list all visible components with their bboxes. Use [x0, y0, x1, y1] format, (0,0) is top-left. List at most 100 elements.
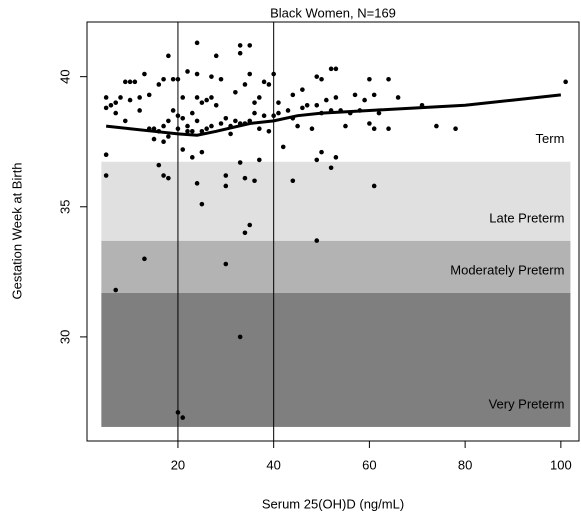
point — [237, 334, 243, 340]
point — [328, 165, 334, 171]
point — [190, 129, 195, 134]
band-label: Late Preterm — [489, 210, 564, 225]
point — [257, 95, 262, 100]
point — [304, 102, 310, 108]
point — [328, 66, 334, 72]
point — [319, 76, 324, 82]
point — [161, 123, 166, 129]
y-tick-label: 40 — [57, 69, 72, 83]
point — [395, 95, 401, 100]
point — [252, 100, 257, 105]
point — [300, 87, 305, 92]
point — [190, 155, 195, 160]
point — [257, 157, 262, 163]
point — [213, 102, 219, 108]
point — [199, 100, 205, 105]
point — [247, 222, 253, 228]
point — [185, 69, 190, 74]
x-axis-title: Serum 25(OH)D (ng/mL) — [262, 496, 404, 511]
point — [290, 178, 296, 184]
point — [319, 149, 324, 155]
point — [213, 53, 219, 59]
point — [237, 160, 243, 165]
x-tick-label: 80 — [458, 457, 472, 472]
point — [142, 256, 147, 262]
point — [563, 79, 568, 85]
point — [285, 108, 291, 113]
point — [261, 79, 267, 85]
point — [194, 95, 200, 100]
point — [371, 92, 377, 98]
point — [142, 71, 147, 77]
point — [137, 108, 142, 113]
point — [266, 129, 272, 134]
point — [233, 89, 238, 95]
point — [166, 175, 171, 181]
band-label: Moderately Preterm — [450, 262, 564, 277]
point — [271, 71, 276, 77]
point — [242, 82, 248, 87]
point — [103, 105, 109, 111]
point — [228, 131, 233, 137]
point — [199, 129, 205, 134]
point — [180, 147, 186, 152]
point — [367, 121, 372, 126]
point — [161, 139, 166, 145]
point — [237, 50, 243, 56]
point — [367, 76, 372, 82]
point — [247, 43, 253, 48]
point — [333, 66, 339, 72]
point — [333, 155, 339, 160]
point — [314, 157, 320, 163]
point — [204, 126, 209, 132]
point — [146, 92, 152, 98]
point — [185, 123, 190, 129]
point — [209, 74, 214, 79]
point — [180, 415, 186, 420]
point — [103, 95, 109, 100]
point — [362, 97, 367, 103]
point — [247, 71, 253, 77]
point — [218, 121, 224, 126]
point — [166, 134, 171, 139]
point — [132, 79, 138, 85]
point — [386, 76, 391, 82]
point — [314, 102, 320, 108]
point — [314, 74, 320, 79]
x-tick-label: 60 — [362, 457, 376, 472]
point — [295, 123, 300, 129]
point — [118, 95, 123, 100]
band-label: Term — [536, 131, 565, 146]
point — [166, 53, 171, 59]
point — [371, 183, 377, 189]
point — [122, 79, 128, 85]
point — [257, 126, 262, 132]
x-tick-label: 100 — [550, 457, 572, 472]
point — [434, 123, 439, 129]
band — [101, 161, 571, 241]
point — [185, 129, 190, 134]
point — [175, 410, 181, 415]
point — [103, 152, 109, 158]
point — [113, 287, 119, 293]
point — [175, 76, 181, 82]
point — [166, 118, 171, 124]
point — [170, 108, 176, 113]
band — [101, 240, 571, 293]
point — [113, 100, 119, 105]
point — [161, 173, 166, 178]
point — [233, 118, 238, 124]
point — [156, 82, 162, 87]
point — [137, 95, 142, 100]
plot-frame — [86, 21, 580, 442]
point — [218, 76, 224, 82]
smooth-line — [105, 93, 562, 137]
x-tick-label: 40 — [266, 457, 280, 472]
point — [175, 126, 181, 132]
point — [190, 110, 195, 116]
point — [194, 181, 200, 186]
point — [314, 238, 320, 243]
point — [156, 162, 162, 168]
point — [209, 123, 214, 129]
